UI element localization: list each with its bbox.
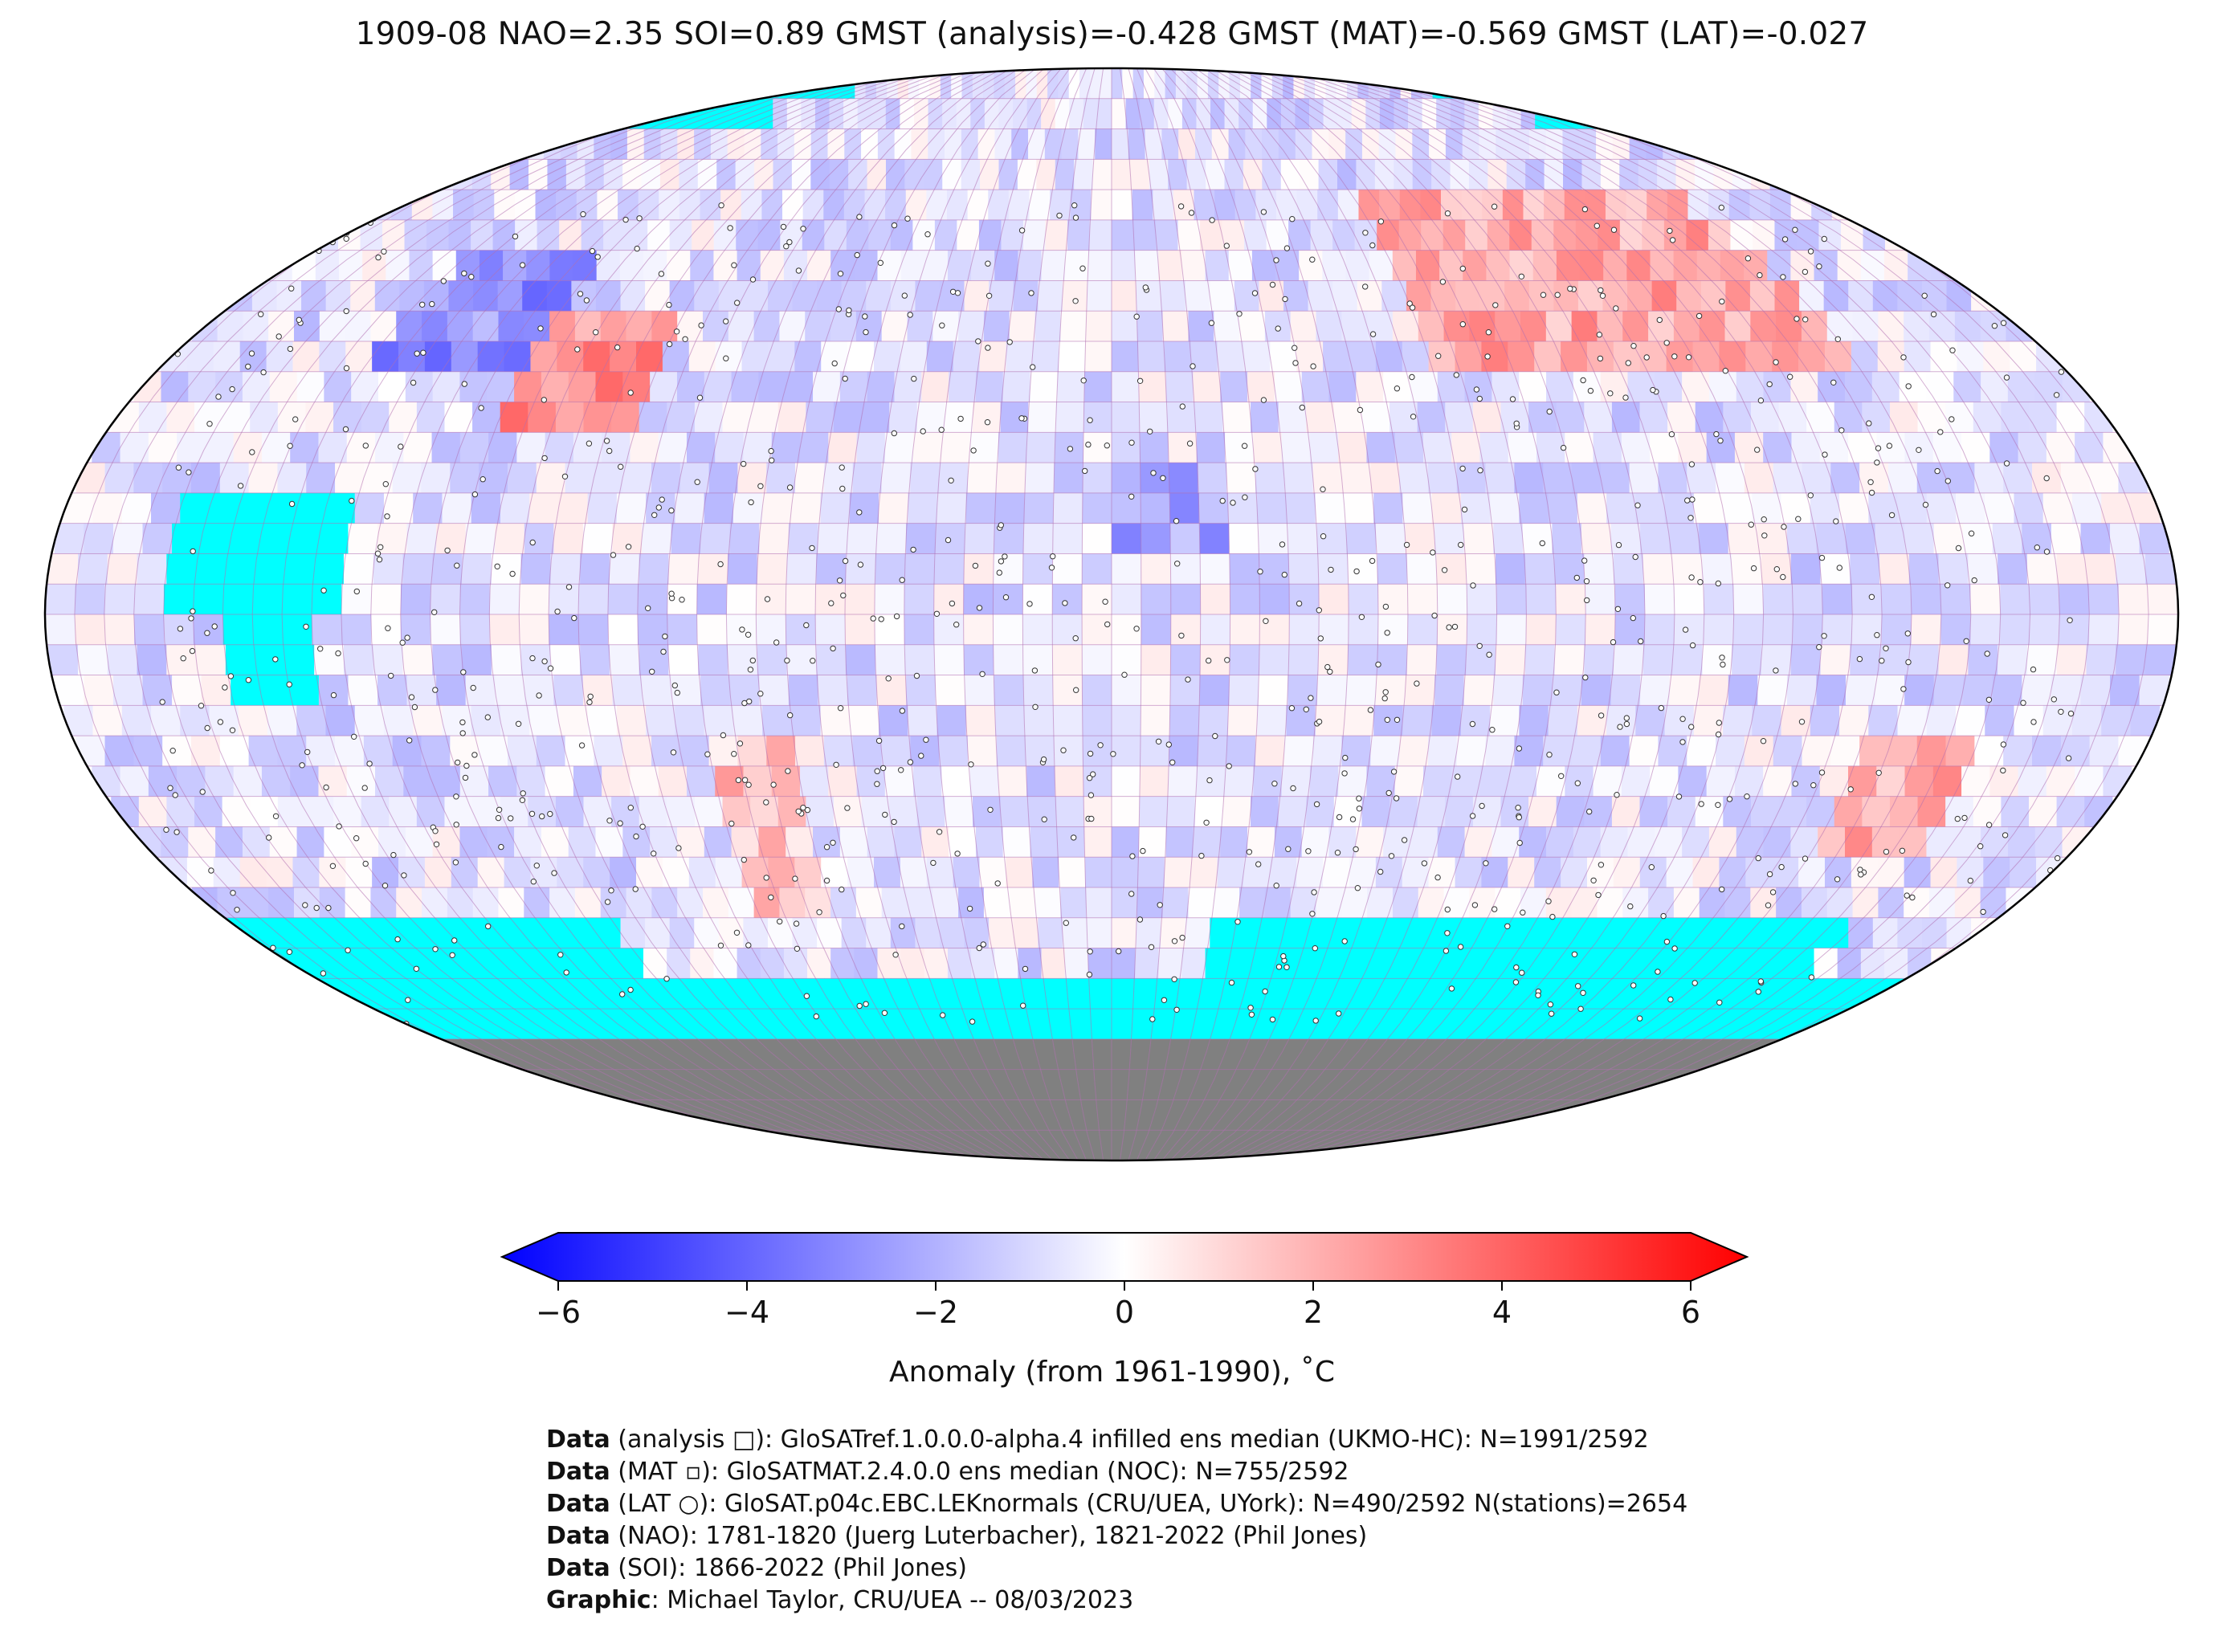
colorbar-tick-label: 6 <box>1681 1295 1700 1330</box>
colorbar: −6 −4 −2 0 2 4 6 <box>482 1217 1767 1409</box>
credits-block: Data (analysis □): GloSATref.1.0.0.0-alp… <box>546 1424 1687 1617</box>
colorbar-tick-label: 0 <box>1115 1295 1134 1330</box>
credit-line: Data (LAT ○): GloSAT.p04c.EBC.LEKnormals… <box>546 1490 1688 1518</box>
station-markers <box>159 202 2075 1027</box>
map-title: 1909-08 NAO=2.35 SOI=0.89 GMST (analysis… <box>355 16 1869 52</box>
credit-line: Data (analysis □): GloSATref.1.0.0.0-alp… <box>546 1426 1649 1454</box>
colorbar-tick-label: 2 <box>1304 1295 1323 1330</box>
graticule <box>45 68 2178 1160</box>
colorbar-label: Anomaly (from 1961-1990), ˚C <box>889 1356 1335 1389</box>
colorbar-tick-label: −2 <box>913 1295 958 1330</box>
colorbar-tick-label: 4 <box>1492 1295 1512 1330</box>
robinson-map-svg <box>43 67 2180 1162</box>
credit-line: Graphic: Michael Taylor, CRU/UEA -- 08/0… <box>546 1586 1134 1614</box>
colorbar-tick-label: −6 <box>536 1295 581 1330</box>
colorbar-svg: −6 −4 −2 0 2 4 6 <box>500 1232 1749 1330</box>
colorbar-tick-label: −4 <box>724 1295 769 1330</box>
anomaly-map <box>0 56 2224 1181</box>
colorbar-gradient <box>500 1232 1749 1282</box>
credit-line: Data (MAT ▫): GloSATMAT.2.4.0.0 ens medi… <box>546 1458 1349 1486</box>
credit-line: Data (SOI): 1866-2022 (Phil Jones) <box>546 1554 967 1582</box>
map-outline <box>43 67 2180 1162</box>
credit-line: Data (NAO): 1781-1820 (Juerg Luterbacher… <box>546 1522 1368 1550</box>
